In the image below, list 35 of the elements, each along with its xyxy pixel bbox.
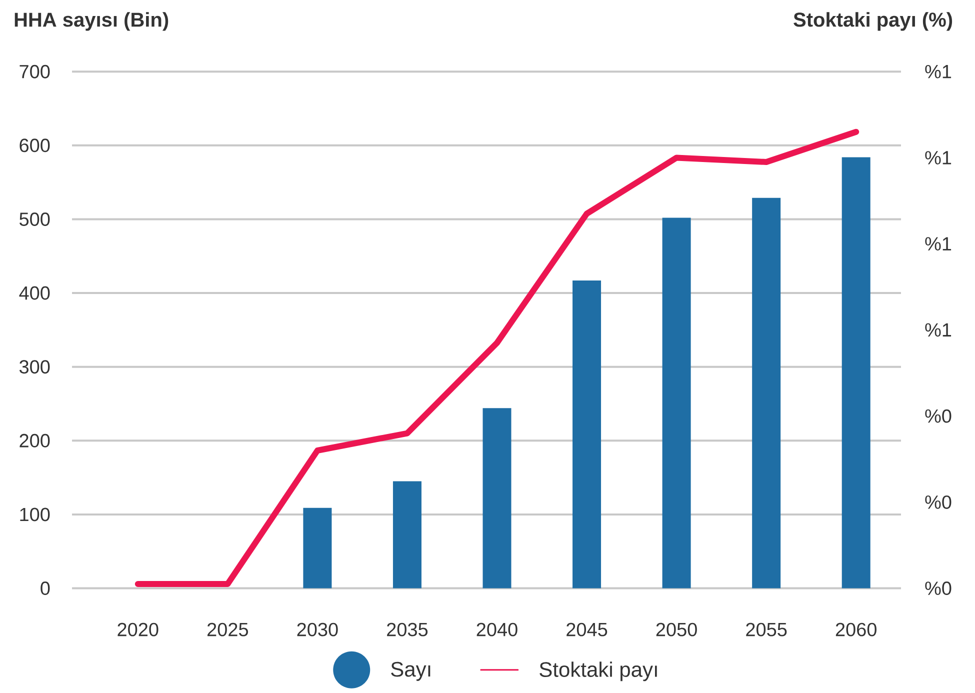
- bar: [842, 157, 870, 588]
- y2-tick-label: %1: [925, 323, 952, 337]
- y-tick-label: 700: [20, 64, 50, 78]
- y2-tick-label: %1: [925, 64, 952, 78]
- legend-label: Sayı: [391, 662, 430, 681]
- x-tick-label: 2020: [118, 622, 158, 636]
- bar: [572, 280, 602, 588]
- legend-label: Stoktaki payı: [540, 662, 657, 682]
- x-tick-label: 2025: [207, 622, 248, 636]
- y-tick-label: 0: [40, 582, 50, 596]
- x-tick-label: 2060: [836, 622, 876, 636]
- y2-tick-label: %0: [925, 582, 952, 596]
- bar: [303, 508, 332, 588]
- y2-tick-label: %0: [925, 409, 952, 423]
- y2-axis-title: Stoktaki payı (%): [794, 12, 952, 31]
- x-tick-label: 2030: [297, 622, 338, 636]
- x-tick-label: 2050: [656, 622, 697, 636]
- x-tick-label: 2035: [387, 622, 428, 636]
- y2-tick-label: %0: [925, 495, 952, 509]
- y-tick-label: 200: [20, 434, 50, 448]
- x-tick-label: 2055: [746, 622, 787, 636]
- y-tick-label: 500: [20, 212, 50, 226]
- y2-tick-label: %1: [925, 151, 952, 164]
- bar: [752, 198, 781, 588]
- y-axis-title: HHA sayısı (Bin): [14, 12, 168, 31]
- y2-tick-label: %1: [925, 237, 952, 250]
- y-tick-label: 400: [19, 286, 50, 300]
- x-tick-label: 2040: [476, 622, 518, 636]
- y-tick-label: 600: [20, 138, 50, 152]
- bar: [482, 408, 512, 588]
- bar: [662, 218, 691, 588]
- y-tick-label: 100: [20, 508, 50, 522]
- y-tick-label: 300: [19, 360, 50, 374]
- bar: [392, 481, 422, 588]
- x-tick-label: 2045: [566, 622, 608, 636]
